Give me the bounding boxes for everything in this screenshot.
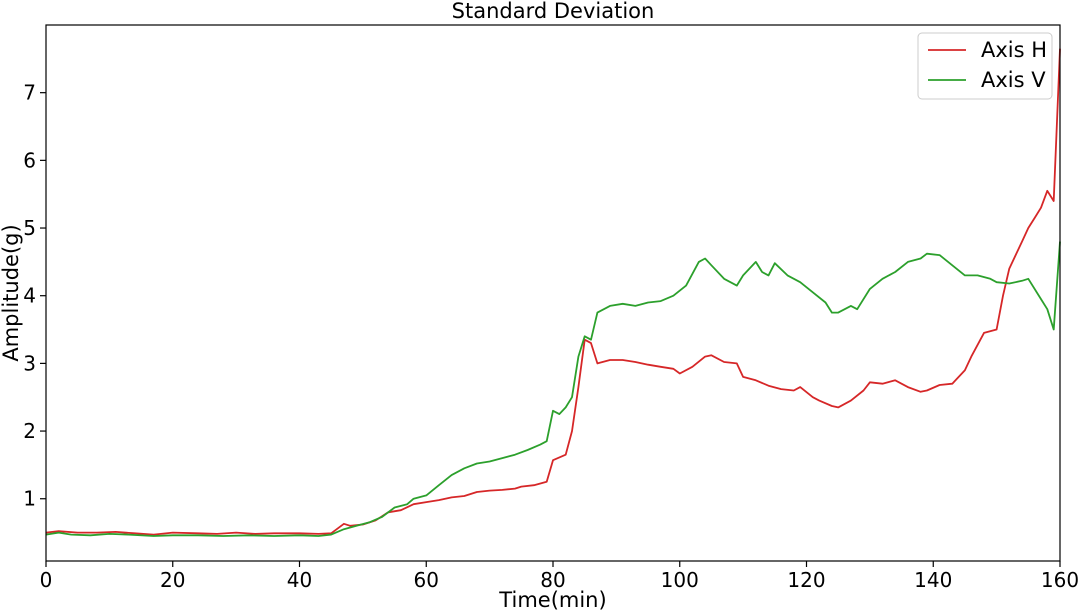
x-tick-label: 0 (40, 568, 53, 592)
chart-title: Standard Deviation (452, 0, 655, 23)
legend: Axis H Axis V (917, 32, 1053, 100)
series-group (45, 48, 1061, 537)
y-tick-label: 6 (23, 148, 36, 172)
x-axis: 0 20 40 60 80 100 120 140 160 (40, 561, 1079, 592)
y-axis: 1 2 3 4 5 6 7 (23, 81, 46, 511)
x-tick-label: 120 (787, 568, 825, 592)
x-tick-label: 160 (1041, 568, 1079, 592)
y-tick-label: 7 (23, 81, 36, 105)
y-tick-label: 4 (23, 284, 36, 308)
series-line-axis-h (45, 48, 1061, 536)
x-tick-label: 40 (287, 568, 312, 592)
x-tick-label: 100 (661, 568, 699, 592)
y-tick-label: 5 (23, 216, 36, 240)
y-tick-label: 1 (23, 487, 36, 511)
x-tick-label: 20 (160, 568, 185, 592)
y-tick-label: 3 (23, 351, 36, 375)
y-tick-label: 2 (23, 419, 36, 443)
x-tick-label: 60 (414, 568, 439, 592)
legend-label-axis-v: Axis V (981, 68, 1046, 92)
x-tick-label: 140 (914, 568, 952, 592)
x-tick-label: 80 (540, 568, 565, 592)
y-axis-label: Amplitude(g) (0, 224, 23, 361)
series-line-axis-v (45, 241, 1061, 537)
x-axis-label: Time(min) (498, 588, 606, 612)
legend-label-axis-h: Axis H (981, 38, 1047, 62)
plot-frame (45, 24, 1061, 562)
